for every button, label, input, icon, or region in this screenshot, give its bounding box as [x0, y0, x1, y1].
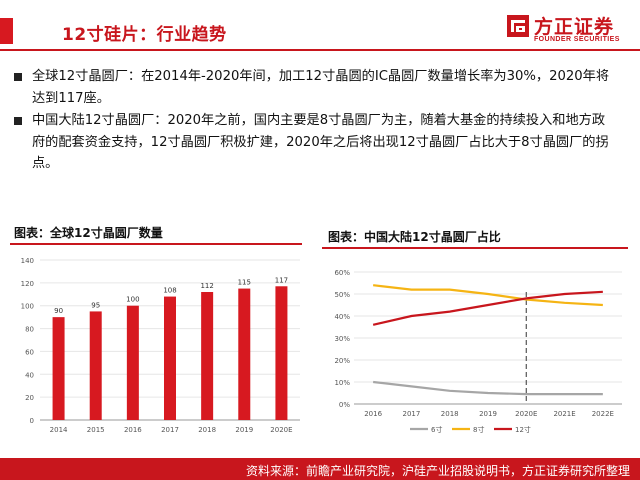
x-tick-label: 2015 — [87, 426, 105, 434]
bar — [164, 296, 176, 420]
x-tick-label: 2018 — [198, 426, 216, 434]
bullet-square-icon — [14, 117, 22, 125]
bar — [275, 286, 288, 420]
y-tick-label: 120 — [21, 280, 34, 288]
x-tick-label: 2020E — [515, 410, 537, 418]
header: 12寸硅片：行业趋势 方正证券 FOUNDER SECURITIES — [0, 0, 640, 58]
x-tick-label: 2017 — [403, 410, 421, 418]
x-tick-label: 2016 — [124, 426, 142, 434]
x-tick-label: 2021E — [553, 410, 575, 418]
data-label: 95 — [91, 301, 100, 309]
footer-bar: 资料来源：前瞻产业研究院，沪硅产业招股说明书，方正证券研究所整理 — [0, 458, 640, 480]
header-divider — [0, 49, 640, 51]
y-tick-label: 80 — [25, 326, 34, 334]
series-line-8寸 — [373, 284, 603, 307]
left-chart-title: 图表：全球12寸晶圆厂数量 — [14, 226, 163, 240]
bar — [89, 311, 102, 420]
y-tick-label: 40 — [25, 371, 34, 379]
bar — [52, 317, 65, 420]
y-tick-label: 30% — [334, 335, 350, 343]
bullet-item: 中国大陆12寸晶圆厂：2020年之前，国内主要是8寸晶圆厂为主，随着大基金的持续… — [14, 110, 614, 175]
bullet-list: 全球12寸晶圆厂：在2014年-2020年间，加工12寸晶圆的IC晶圆厂数量增长… — [14, 66, 614, 176]
right-chart-rule — [322, 247, 628, 249]
data-label: 100 — [126, 296, 139, 304]
data-label: 115 — [238, 279, 251, 287]
x-tick-label: 2022E — [592, 410, 614, 418]
company-logo: 方正证券 FOUNDER SECURITIES — [506, 12, 636, 50]
bar — [126, 305, 139, 420]
y-tick-label: 0% — [339, 401, 350, 409]
series-line-6寸 — [373, 380, 603, 396]
x-tick-label: 2018 — [441, 410, 459, 418]
bullet-text: 全球12寸晶圆厂：在2014年-2020年间，加工12寸晶圆的IC晶圆厂数量增长… — [32, 69, 610, 106]
y-tick-label: 0 — [30, 417, 34, 425]
legend-label: 8寸 — [473, 425, 484, 434]
right-chart-title: 图表：中国大陆12寸晶圆厂占比 — [328, 230, 501, 244]
x-tick-label: 2019 — [235, 426, 253, 434]
y-tick-label: 100 — [21, 303, 34, 311]
y-tick-label: 60% — [334, 269, 350, 277]
x-tick-label: 2014 — [50, 426, 68, 434]
line-chart: 0% 10% 20% 30% 40% 50% 60% 2016 2017 2018 2019 2020… — [334, 269, 622, 434]
y-tick-label: 40% — [334, 313, 350, 321]
data-label: 112 — [200, 282, 213, 290]
logo-mark-icon — [507, 15, 529, 37]
y-tick-label: 50% — [334, 291, 350, 299]
y-tick-label: 20 — [25, 394, 34, 402]
y-tick-label: 140 — [21, 257, 34, 265]
legend-label: 6寸 — [431, 425, 442, 434]
series-line-12寸 — [372, 290, 603, 326]
y-tick-label: 10% — [334, 379, 350, 387]
bar — [201, 292, 214, 420]
left-chart-rule — [10, 243, 302, 245]
header-accent-bar — [0, 18, 13, 44]
y-tick-label: 60 — [25, 348, 34, 356]
x-tick-label: 2016 — [364, 410, 382, 418]
x-tick-label: 2017 — [161, 426, 179, 434]
x-tick-label: 2019 — [479, 410, 497, 418]
bullet-square-icon — [14, 73, 22, 81]
legend-label: 12寸 — [515, 425, 531, 434]
data-label: 117 — [275, 276, 288, 284]
bar-chart: 0 20 40 60 80 100 120 140 90 2014 95 2015 100 2016 108… — [21, 257, 300, 434]
x-tick-label: 2020E — [270, 426, 292, 434]
footer-source: 资料来源：前瞻产业研究院，沪硅产业招股说明书，方正证券研究所整理 — [245, 464, 630, 478]
bar — [238, 288, 251, 420]
logo-name: 方正证券 — [534, 16, 615, 38]
logo-subtitle: FOUNDER SECURITIES — [534, 36, 620, 43]
bullet-item: 全球12寸晶圆厂：在2014年-2020年间，加工12寸晶圆的IC晶圆厂数量增长… — [14, 66, 614, 109]
bullet-text: 中国大陆12寸晶圆厂：2020年之前，国内主要是8寸晶圆厂为主，随着大基金的持续… — [32, 113, 609, 171]
page-title: 12寸硅片：行业趋势 — [62, 25, 227, 45]
data-label: 90 — [54, 307, 63, 315]
y-tick-label: 20% — [334, 357, 350, 365]
data-label: 108 — [163, 287, 176, 295]
